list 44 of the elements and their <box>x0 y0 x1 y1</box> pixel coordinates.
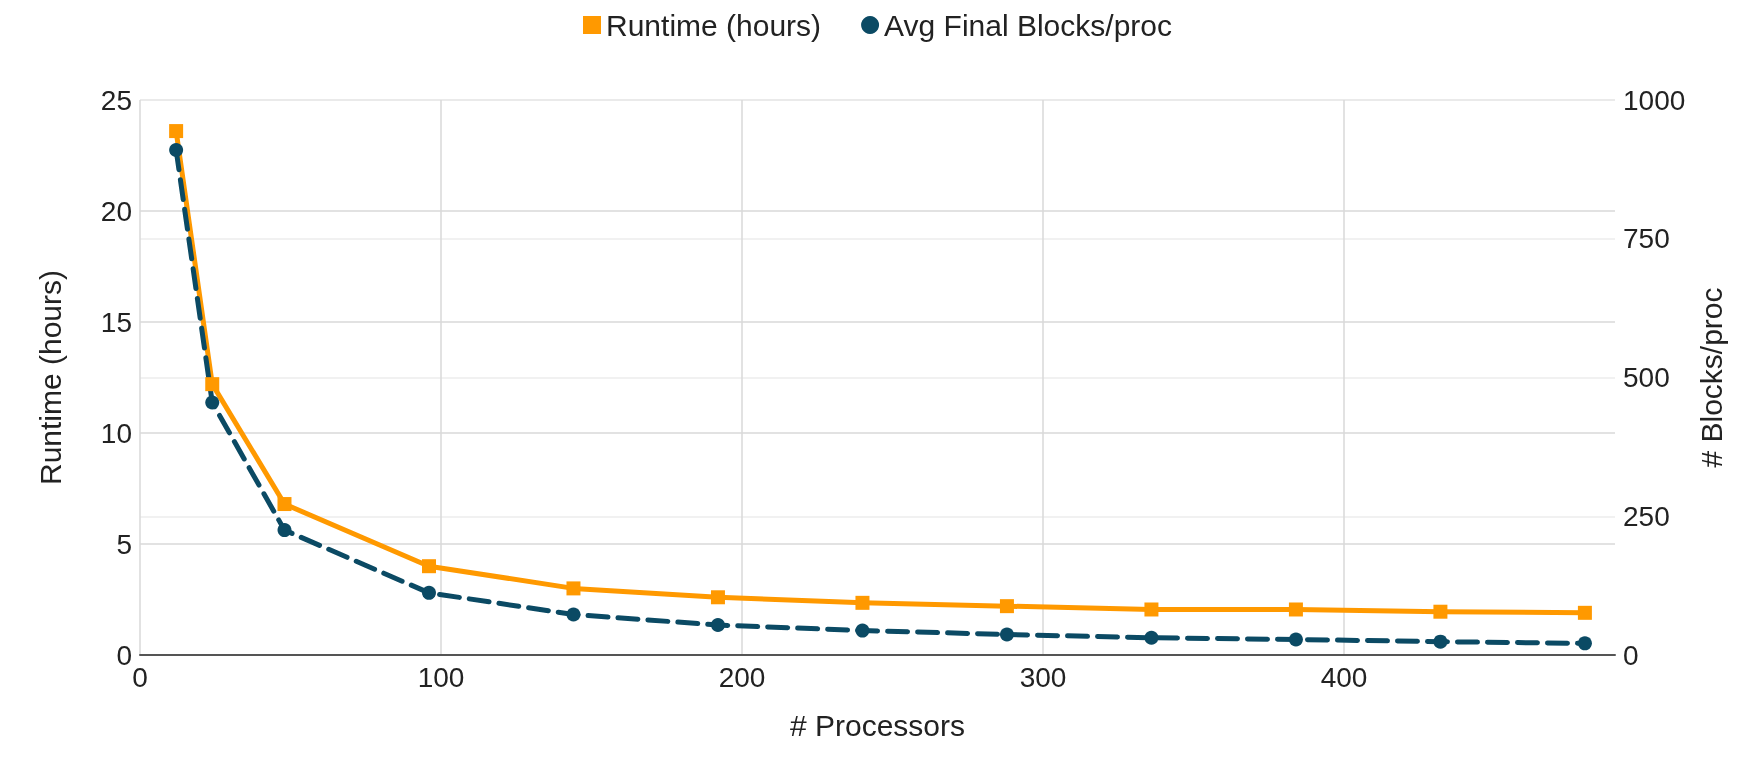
y-tick-label: 25 <box>100 84 132 116</box>
y2-tick-label: 500 <box>1623 362 1670 393</box>
y-tick-label: 20 <box>100 195 132 227</box>
x-tick-label: 200 <box>718 661 766 693</box>
point <box>421 585 436 600</box>
point <box>277 523 292 538</box>
y2-tick-label: 750 <box>1623 223 1670 255</box>
x-tick-label: 100 <box>417 661 465 693</box>
point <box>710 618 725 633</box>
y-tick-label: 0 <box>116 639 132 671</box>
point <box>169 124 184 139</box>
point <box>1433 634 1448 649</box>
point <box>1577 636 1592 651</box>
y-axis-title: Runtime (hours) <box>33 269 67 486</box>
point <box>710 590 725 605</box>
point <box>566 581 581 596</box>
legend-label: Avg Final Blocks/proc <box>884 8 1172 42</box>
x-tick-label: 300 <box>1019 661 1067 693</box>
y2-tick-label: 1000 <box>1623 84 1686 116</box>
y2-tick-label: 0 <box>1623 639 1639 671</box>
y2-tick-label: 250 <box>1623 500 1670 532</box>
point <box>855 595 870 610</box>
point <box>999 627 1014 642</box>
legend-label: Runtime (hours) <box>606 8 822 42</box>
point <box>855 623 870 638</box>
point <box>205 395 220 410</box>
point <box>421 559 436 574</box>
point <box>1144 630 1159 645</box>
point <box>999 599 1014 614</box>
point <box>1288 602 1303 617</box>
point <box>566 607 581 622</box>
x-axis-title: # Processors <box>789 708 966 742</box>
y-tick-label: 10 <box>100 417 132 449</box>
point <box>1577 605 1592 620</box>
point <box>1288 632 1303 647</box>
y-tick-label: 15 <box>100 306 132 338</box>
y-tick-label: 5 <box>116 528 132 560</box>
point <box>205 377 220 392</box>
point <box>1144 602 1159 617</box>
point <box>277 497 292 512</box>
x-tick-label: 400 <box>1320 661 1368 693</box>
point <box>1433 604 1448 619</box>
y2-axis-title: # Blocks/proc <box>1694 287 1728 468</box>
point <box>169 142 184 157</box>
